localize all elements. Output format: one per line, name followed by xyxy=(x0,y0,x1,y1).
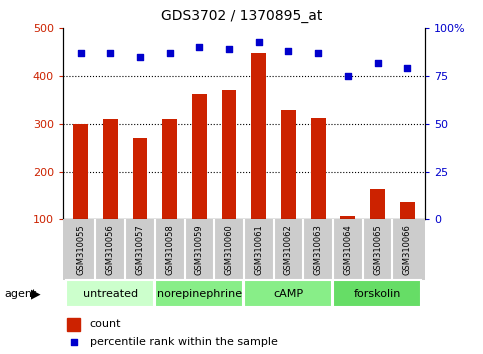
Bar xyxy=(370,189,385,219)
Text: untreated: untreated xyxy=(83,289,138,299)
Bar xyxy=(333,280,422,307)
Bar xyxy=(192,94,207,219)
Text: GSM310066: GSM310066 xyxy=(403,224,412,275)
Bar xyxy=(66,280,154,307)
Text: GSM310065: GSM310065 xyxy=(373,224,382,275)
Point xyxy=(106,50,114,56)
Bar xyxy=(244,280,332,307)
Text: ▶: ▶ xyxy=(31,287,41,300)
Bar xyxy=(400,202,414,219)
Point xyxy=(196,45,203,50)
Point xyxy=(136,54,144,60)
Text: cAMP: cAMP xyxy=(273,289,303,299)
Point xyxy=(255,39,263,45)
Point xyxy=(284,48,292,54)
Text: norepinephrine: norepinephrine xyxy=(157,289,242,299)
Point xyxy=(225,46,233,52)
Bar xyxy=(341,216,355,219)
Text: GSM310058: GSM310058 xyxy=(165,224,174,275)
Bar xyxy=(281,110,296,219)
Text: GSM310060: GSM310060 xyxy=(225,224,234,275)
Text: GSM310057: GSM310057 xyxy=(136,224,144,275)
Text: GSM310064: GSM310064 xyxy=(343,224,352,275)
Bar xyxy=(251,53,266,219)
Point xyxy=(403,65,411,71)
Bar xyxy=(63,219,425,280)
Point xyxy=(166,50,173,56)
Bar xyxy=(67,318,80,331)
Text: GDS3702 / 1370895_at: GDS3702 / 1370895_at xyxy=(161,9,322,23)
Text: forskolin: forskolin xyxy=(354,289,401,299)
Text: agent: agent xyxy=(5,289,37,299)
Text: GSM310055: GSM310055 xyxy=(76,224,85,275)
Text: percentile rank within the sample: percentile rank within the sample xyxy=(90,337,278,347)
Point xyxy=(374,60,382,65)
Text: count: count xyxy=(90,319,121,329)
Bar xyxy=(103,119,118,219)
Text: GSM310056: GSM310056 xyxy=(106,224,115,275)
Bar xyxy=(222,91,237,219)
Bar xyxy=(311,118,326,219)
Text: GSM310062: GSM310062 xyxy=(284,224,293,275)
Point xyxy=(77,50,85,56)
Point xyxy=(71,339,78,344)
Bar xyxy=(132,138,147,219)
Point xyxy=(314,50,322,56)
Point xyxy=(344,73,352,79)
Text: GSM310063: GSM310063 xyxy=(313,224,323,275)
Bar xyxy=(155,280,243,307)
Bar xyxy=(162,119,177,219)
Text: GSM310059: GSM310059 xyxy=(195,224,204,275)
Bar xyxy=(73,124,88,219)
Text: GSM310061: GSM310061 xyxy=(254,224,263,275)
